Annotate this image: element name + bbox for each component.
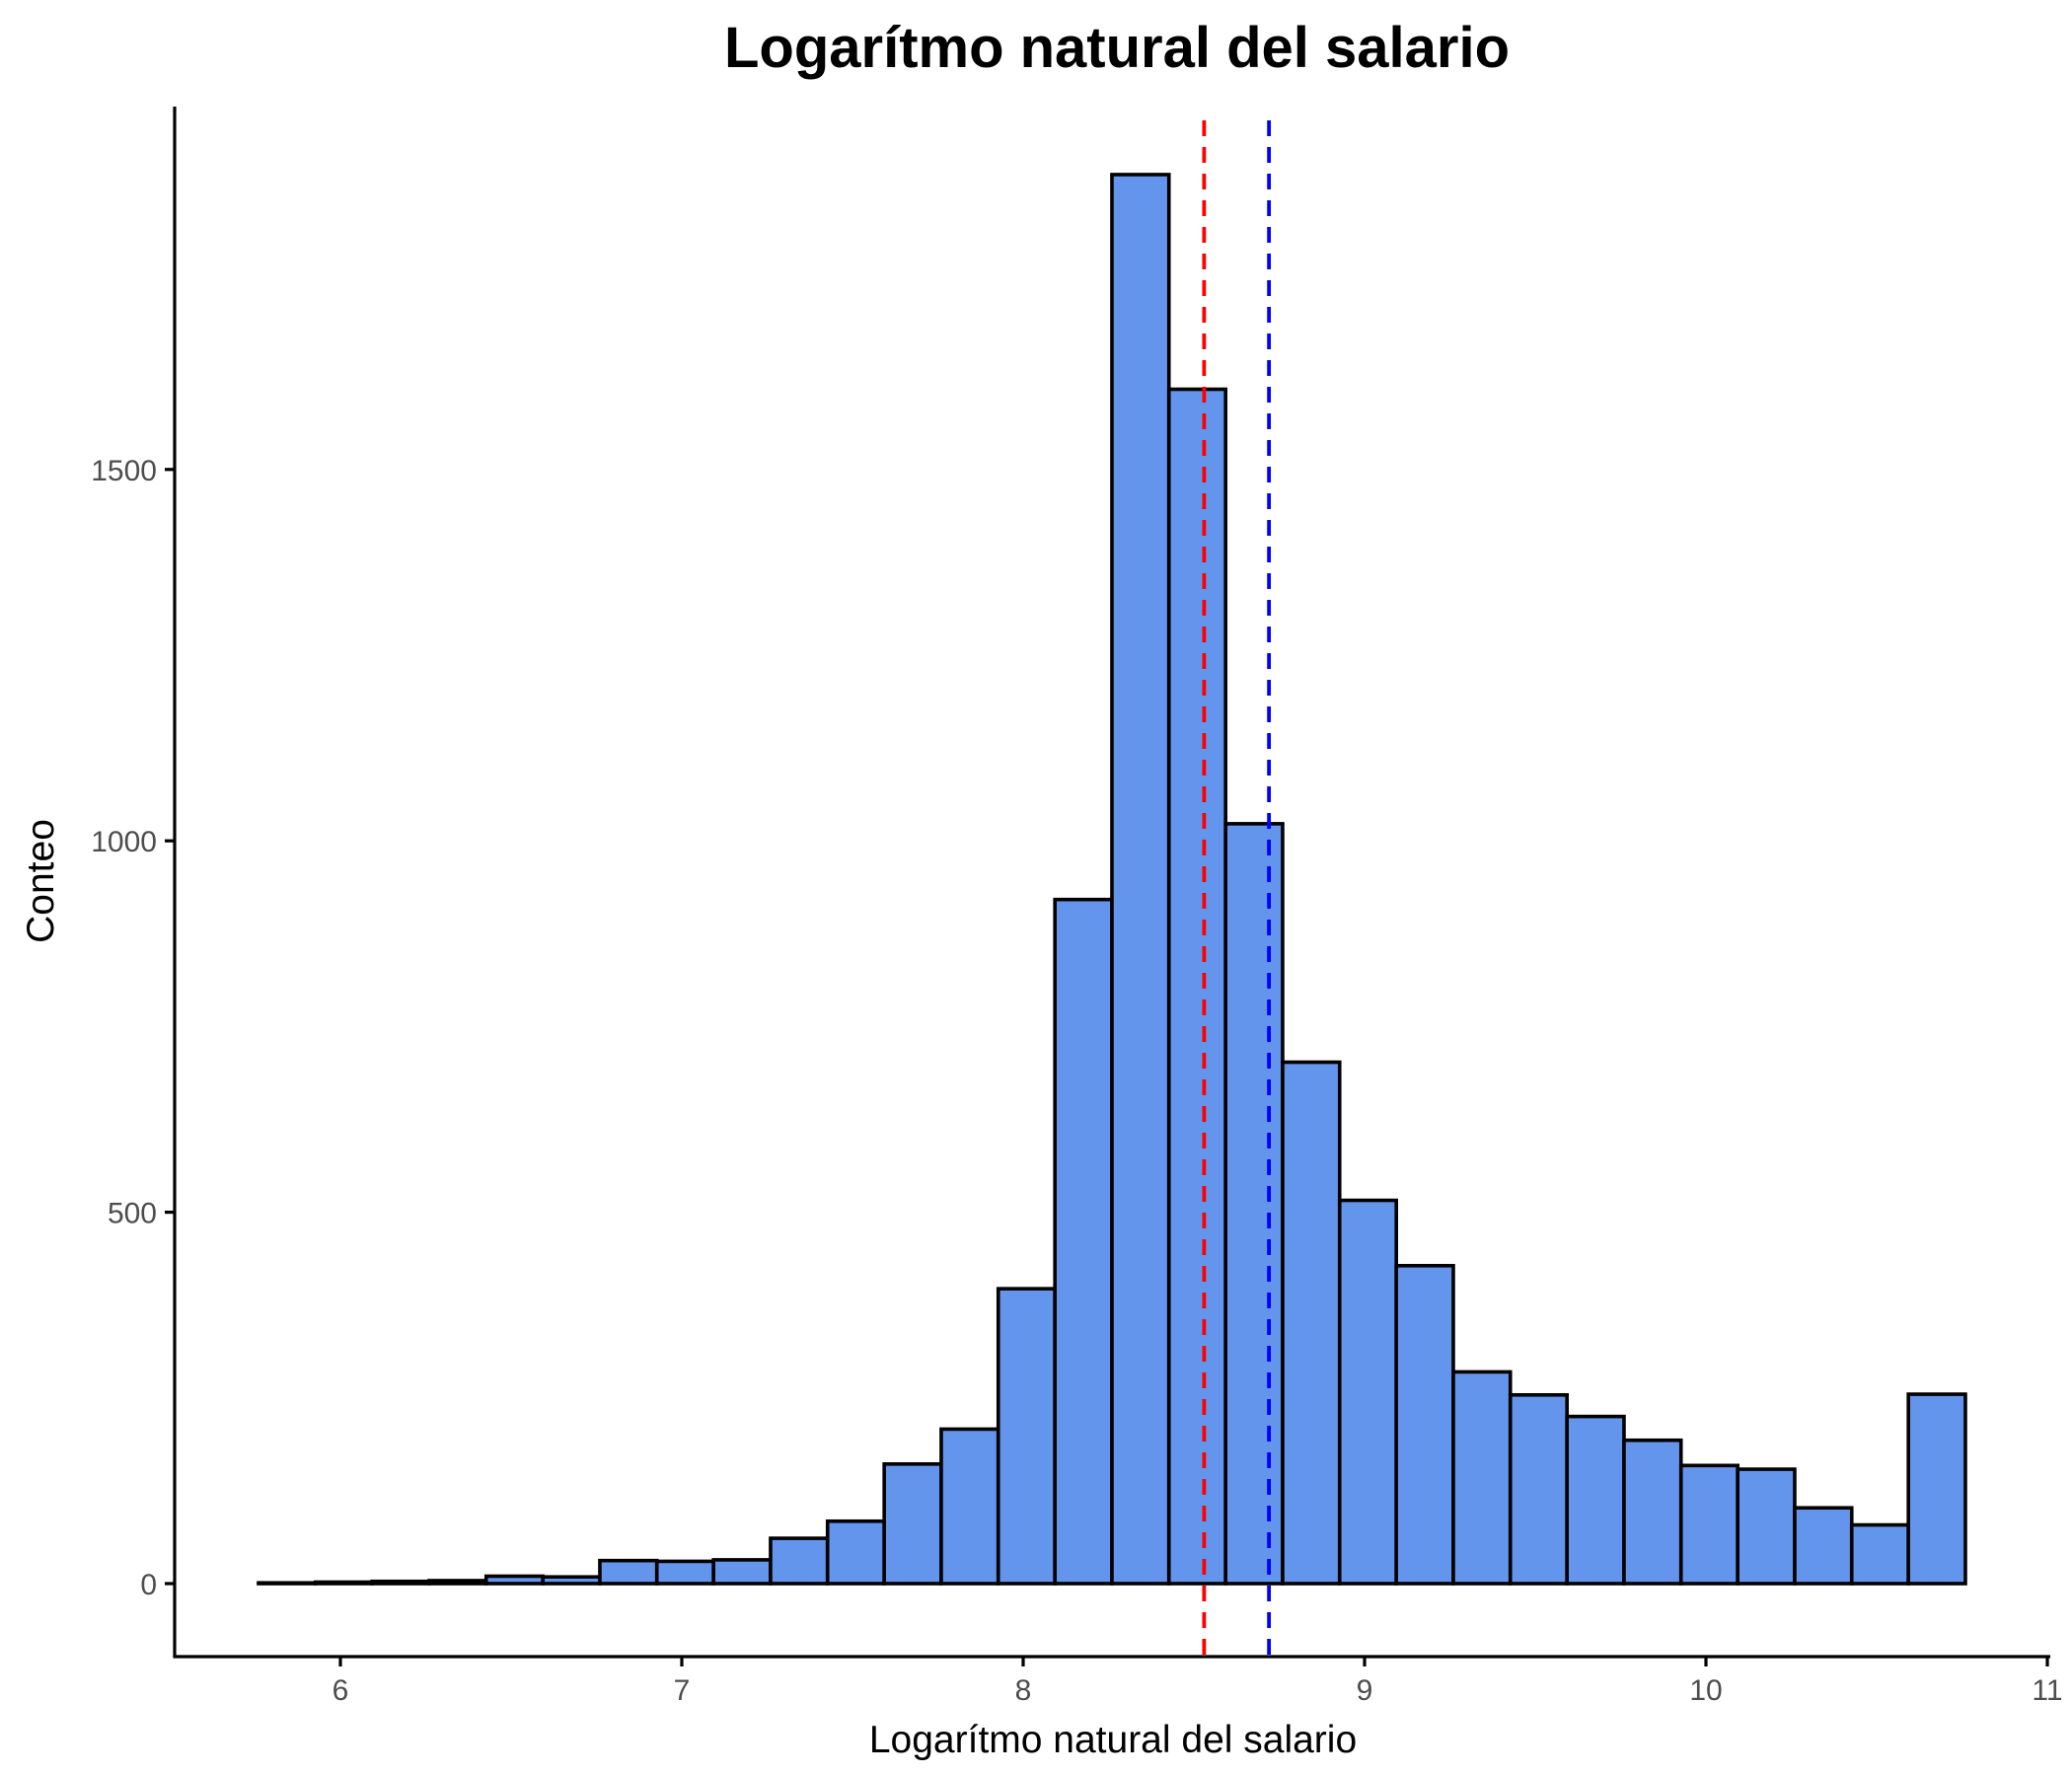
histogram-bar	[1053, 897, 1114, 1586]
y-tick-label: 500	[108, 1198, 157, 1230]
reference-lines	[1202, 120, 1272, 1657]
histogram-bar	[882, 1462, 943, 1586]
histogram-bar	[1166, 387, 1227, 1586]
y-tick-label: 0	[140, 1569, 157, 1601]
histogram-bar	[1223, 822, 1285, 1586]
histogram-bar	[1622, 1438, 1683, 1586]
histogram-bar	[1906, 1392, 1967, 1586]
histogram-bar	[1565, 1414, 1626, 1586]
x-tick-label: 7	[674, 1674, 691, 1707]
histogram-bar	[1678, 1463, 1739, 1586]
histogram-bar	[1110, 173, 1171, 1586]
x-axis-label: Logarítmo natural del salario	[869, 1719, 1357, 1761]
histogram-bar	[427, 1579, 488, 1586]
y-tick-label: 1500	[91, 455, 157, 487]
histogram-bars	[257, 173, 1967, 1586]
histogram-bar	[1736, 1467, 1797, 1586]
histogram-bar	[711, 1558, 773, 1586]
histogram-bar	[1508, 1392, 1569, 1586]
x-tick-label: 6	[333, 1674, 349, 1707]
x-tick-label: 9	[1357, 1674, 1373, 1707]
histogram-bar	[483, 1574, 545, 1586]
y-tick-label: 1000	[91, 826, 157, 858]
histogram-bar	[1337, 1198, 1398, 1586]
y-axis-label: Conteo	[20, 819, 62, 943]
histogram-bar	[1394, 1264, 1455, 1586]
x-tick-label: 8	[1015, 1674, 1032, 1707]
histogram-bar	[370, 1579, 431, 1586]
histogram-bar	[996, 1287, 1057, 1586]
histogram-bar	[541, 1575, 602, 1586]
histogram-bar	[654, 1559, 715, 1586]
histogram-bar	[1281, 1060, 1342, 1586]
histogram-bar	[598, 1558, 659, 1586]
histogram-bar	[257, 1581, 318, 1586]
histogram-bar	[769, 1536, 830, 1586]
x-tick-label: 11	[2032, 1674, 2062, 1707]
histogram-bar	[825, 1518, 886, 1586]
y-axis-ticks: 0 500 1000 1500	[91, 455, 175, 1601]
histogram-bar	[1793, 1506, 1854, 1586]
histogram-bar	[939, 1427, 1000, 1586]
histogram-bar	[1451, 1369, 1513, 1586]
histogram-bar	[1849, 1522, 1910, 1586]
x-tick-label: 10	[1689, 1674, 1722, 1707]
histogram-bar	[313, 1580, 374, 1586]
chart-title: Logarítmo natural del salario	[724, 16, 1510, 80]
x-axis-ticks: 6 7 8 9 10 11	[333, 1657, 2063, 1707]
